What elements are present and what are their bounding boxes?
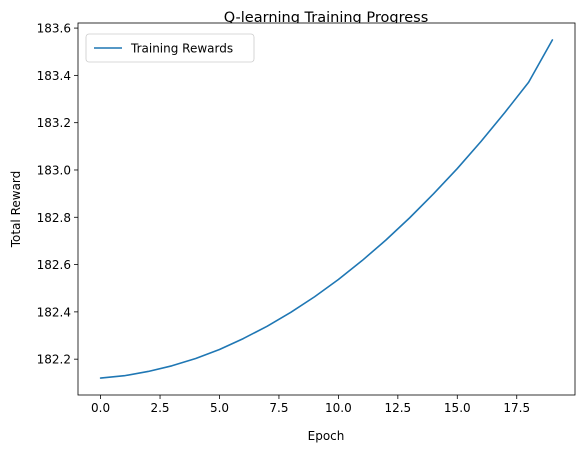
x-tick-label: 7.5: [269, 401, 288, 415]
x-tick-label: 2.5: [150, 401, 169, 415]
y-tick-label: 182.6: [37, 258, 71, 272]
y-tick-label: 183.4: [37, 69, 71, 83]
y-tick-label: 182.4: [37, 305, 71, 319]
x-tick-label: 10.0: [325, 401, 352, 415]
x-tick-label: 17.5: [503, 401, 530, 415]
x-tick-label: 12.5: [384, 401, 411, 415]
y-tick-label: 183.6: [37, 22, 71, 36]
y-tick-label: 182.2: [37, 353, 71, 367]
y-axis-ticks: 182.2 182.4 182.6 182.8 183.0 183.2 183.4 183.6: [37, 22, 78, 367]
y-tick-label: 183.0: [37, 163, 71, 177]
series-line-training-rewards: [99, 39, 554, 379]
x-tick-label: 15.0: [444, 401, 471, 415]
series-layer: [99, 39, 554, 379]
y-tick-label: 182.8: [37, 211, 71, 225]
y-tick-label: 183.2: [37, 116, 71, 130]
plot-area: [78, 23, 575, 395]
legend-label: Training Rewards: [130, 42, 233, 56]
y-axis-label: Total Reward: [9, 171, 23, 249]
x-tick-label: 5.0: [210, 401, 229, 415]
legend: Training Rewards: [85, 33, 255, 63]
x-tick-label: 0.0: [91, 401, 110, 415]
chart-title: Q-learning Training Progress: [224, 10, 429, 26]
legend-box: [85, 33, 255, 63]
x-axis-ticks: 0.0 2.5 5.0 7.5 10.0 12.5 15.0 17.5: [91, 395, 530, 415]
plot-frame: [77, 22, 576, 396]
x-axis-label: Epoch: [308, 429, 345, 443]
